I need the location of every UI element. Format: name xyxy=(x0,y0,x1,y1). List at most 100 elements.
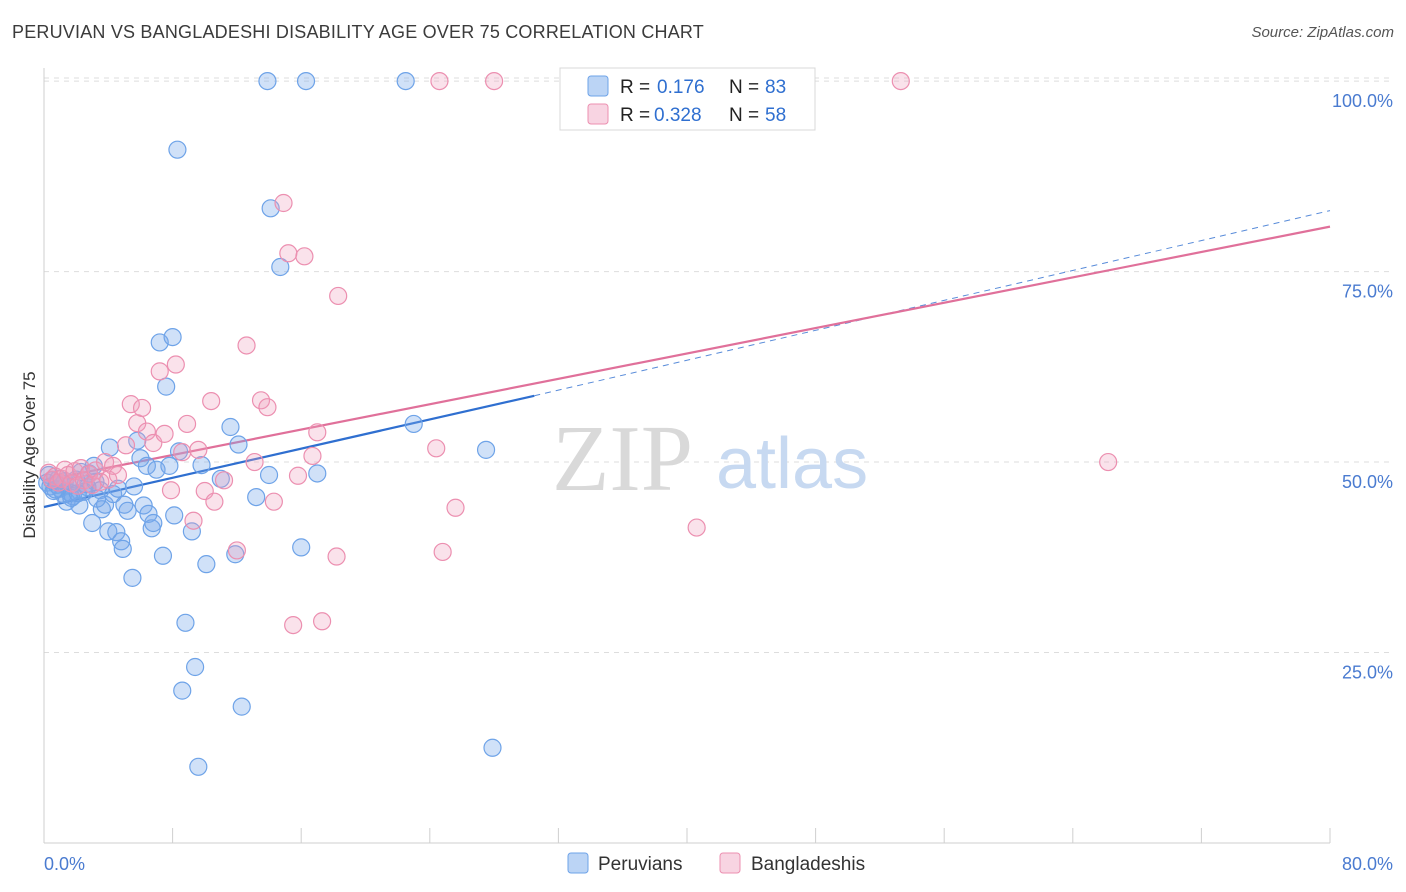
point-peruvians xyxy=(404,414,423,434)
point-bangladeshis xyxy=(184,511,203,530)
point-peruvians xyxy=(229,435,248,454)
point-bangladeshis xyxy=(227,541,246,560)
correlation-legend: R = 0.176 N = 83 R = 0.328 N = 58 xyxy=(559,67,816,131)
bottom-legend-label-peruvians: Peruvians xyxy=(598,854,683,875)
legend-r-label-2: R = xyxy=(620,105,650,126)
point-peruvians xyxy=(153,546,173,565)
point-peruvians xyxy=(308,464,327,483)
point-bangladeshis xyxy=(308,423,327,442)
point-bangladeshis xyxy=(446,498,465,517)
point-peruvians xyxy=(186,657,205,677)
point-bangladeshis xyxy=(258,398,277,417)
point-bangladeshis xyxy=(427,439,446,458)
trend-line-bangladeshis xyxy=(43,225,1331,482)
point-peruvians xyxy=(258,71,277,91)
point-peruvians xyxy=(160,456,179,475)
legend-swatch-bangladeshis xyxy=(587,103,609,125)
point-bangladeshis xyxy=(166,355,185,374)
point-bangladeshis xyxy=(121,395,140,414)
trend-line-peruvians-extrapolated xyxy=(534,210,1331,397)
tick-labels: 25.0% 50.0% 75.0% 100.0% 0.0% 80.0% xyxy=(44,91,1393,874)
grid-lines xyxy=(44,77,1393,654)
point-peruvians xyxy=(108,479,128,498)
watermark: ZIP atlas xyxy=(552,407,868,511)
point-peruvians xyxy=(192,455,211,475)
legend-n-value-1: 83 xyxy=(765,77,786,98)
axes xyxy=(43,68,1331,844)
point-peruvians xyxy=(221,417,240,437)
point-bangladeshis xyxy=(430,71,449,91)
point-peruvians xyxy=(134,496,153,515)
point-peruvians xyxy=(259,465,279,485)
point-bangladeshis xyxy=(155,424,174,443)
point-bangladeshis xyxy=(303,446,322,466)
point-bangladeshis xyxy=(312,612,332,631)
y-axis-title: Disability Age Over 75 xyxy=(20,371,39,538)
point-peruvians xyxy=(144,513,163,533)
point-peruvians xyxy=(396,71,415,91)
watermark-atlas: atlas xyxy=(716,424,868,504)
point-peruvians xyxy=(83,513,102,533)
point-peruvians xyxy=(112,532,131,551)
point-bangladeshis xyxy=(687,518,706,537)
point-bangladeshis xyxy=(288,466,308,485)
point-bangladeshis xyxy=(214,471,234,490)
point-bangladeshis xyxy=(116,436,136,455)
point-peruvians xyxy=(113,539,132,559)
point-peruvians xyxy=(123,568,142,587)
y-tick-label: 75.0% xyxy=(1342,282,1393,302)
point-peruvians xyxy=(131,449,150,468)
point-bangladeshis xyxy=(104,456,123,475)
point-peruvians xyxy=(476,440,496,459)
point-bangladeshis xyxy=(327,547,346,566)
legend-r-value-2: 0.328 xyxy=(654,105,702,126)
point-peruvians xyxy=(139,504,158,523)
series-legend: Peruvians Bangladeshis xyxy=(567,852,865,875)
x-tick-label: 0.0% xyxy=(44,854,85,874)
point-peruvians xyxy=(189,757,208,776)
point-peruvians xyxy=(483,738,502,757)
point-peruvians xyxy=(176,613,195,632)
point-peruvians xyxy=(232,697,251,716)
point-bangladeshis xyxy=(237,336,256,355)
series-peruvians xyxy=(38,71,502,776)
watermark-zip: ZIP xyxy=(552,407,693,511)
y-tick-label: 25.0% xyxy=(1342,663,1393,683)
point-bangladeshis xyxy=(205,492,224,511)
x-tick-label: 80.0% xyxy=(1342,854,1393,874)
point-bangladeshis xyxy=(274,193,293,213)
legend-r-label-1: R = xyxy=(620,77,650,98)
point-bangladeshis xyxy=(295,247,314,266)
bottom-legend-swatch-peruvians xyxy=(567,852,589,874)
point-peruvians xyxy=(271,257,290,277)
point-peruvians xyxy=(197,555,216,574)
point-bangladeshis xyxy=(433,542,452,562)
point-bangladeshis xyxy=(161,481,181,500)
point-peruvians xyxy=(163,327,182,347)
legend-swatch-peruvians xyxy=(587,75,609,97)
bottom-legend-swatch-bangladeshis xyxy=(719,852,741,874)
point-peruvians xyxy=(137,456,156,475)
point-bangladeshis xyxy=(189,440,208,459)
point-peruvians xyxy=(107,523,126,542)
point-bangladeshis xyxy=(99,470,118,489)
point-bangladeshis xyxy=(264,492,283,511)
legend-n-label-1: N = xyxy=(729,77,759,98)
y-tick-label: 50.0% xyxy=(1342,472,1393,492)
point-bangladeshis xyxy=(137,422,156,441)
point-bangladeshis xyxy=(202,391,221,411)
series-bangladeshis xyxy=(39,71,1118,635)
point-peruvians xyxy=(168,140,187,159)
point-bangladeshis xyxy=(485,71,504,91)
point-bangladeshis xyxy=(279,244,298,263)
point-peruvians xyxy=(292,538,311,557)
point-peruvians xyxy=(118,501,137,520)
point-bangladeshis xyxy=(150,362,169,381)
point-peruvians xyxy=(124,477,144,496)
legend-n-label-2: N = xyxy=(729,105,759,126)
chart-source: Source: ZipAtlas.com xyxy=(1251,24,1394,41)
legend-n-value-2: 58 xyxy=(765,105,786,126)
point-peruvians xyxy=(173,681,192,700)
point-bangladeshis xyxy=(132,398,152,418)
